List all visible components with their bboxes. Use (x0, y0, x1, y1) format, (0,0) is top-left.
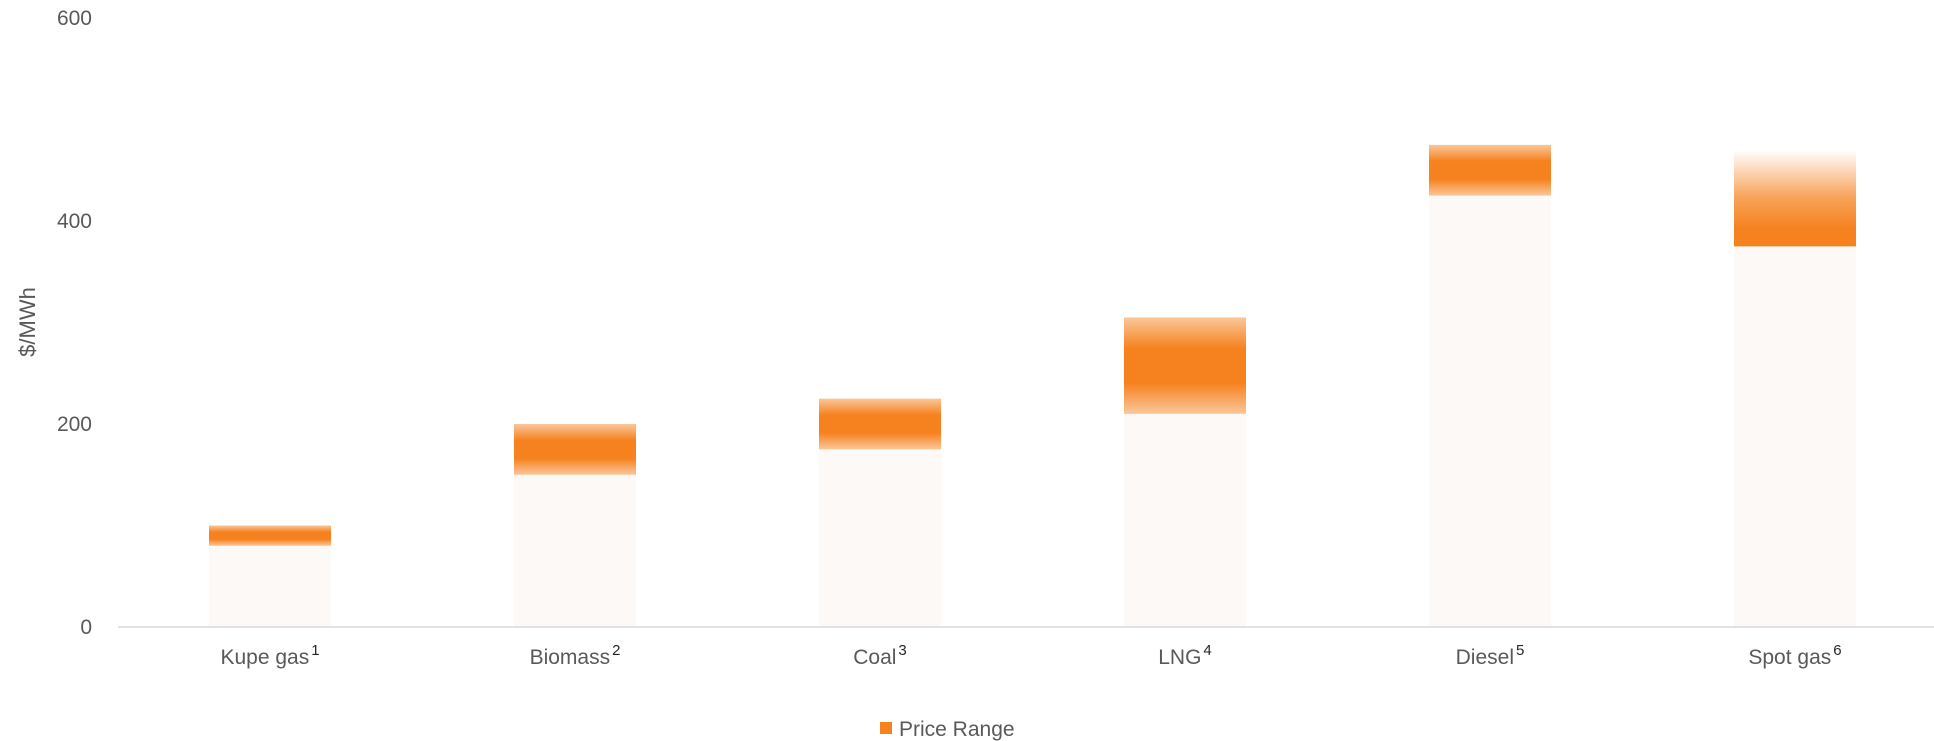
x-category-label: Kupe gas 1 (220, 642, 319, 669)
bar-price-range (1734, 149, 1856, 247)
bar-base (514, 474, 636, 627)
x-category-label: LNG 4 (1158, 642, 1212, 669)
bar-base (1124, 413, 1246, 627)
x-category-label: Spot gas 6 (1748, 642, 1841, 669)
bar-base-layer (209, 195, 1856, 627)
bar-base (1734, 246, 1856, 627)
y-tick-label: 600 (57, 7, 92, 30)
bar-price-range (819, 398, 941, 450)
bar-price-range (1429, 144, 1551, 196)
bar-price-range (514, 424, 636, 475)
bar-price-range (209, 525, 331, 546)
y-tick-label: 400 (57, 210, 92, 233)
x-category-label: Diesel 5 (1456, 642, 1525, 669)
legend-swatch (880, 722, 892, 734)
y-tick-labels: 0 200 400 600 (57, 7, 92, 639)
y-tick-label: 0 (80, 616, 92, 639)
legend: Price Range (880, 718, 1015, 741)
y-tick-label: 200 (57, 413, 92, 436)
bar-range-layer (209, 144, 1856, 546)
bar-base (209, 545, 331, 627)
x-category-labels: Kupe gas 1 Biomass 2 Coal 3 LNG 4 Diesel 5 Spot ga… (220, 642, 1841, 669)
bar-base (819, 449, 941, 627)
legend-label-price-range: Price Range (899, 718, 1015, 741)
x-category-label: Coal 3 (853, 642, 907, 669)
bar-price-range (1124, 317, 1246, 414)
bar-base (1429, 195, 1551, 627)
y-axis-title: $/MWh (15, 287, 40, 357)
x-category-label: Biomass 2 (530, 642, 621, 669)
